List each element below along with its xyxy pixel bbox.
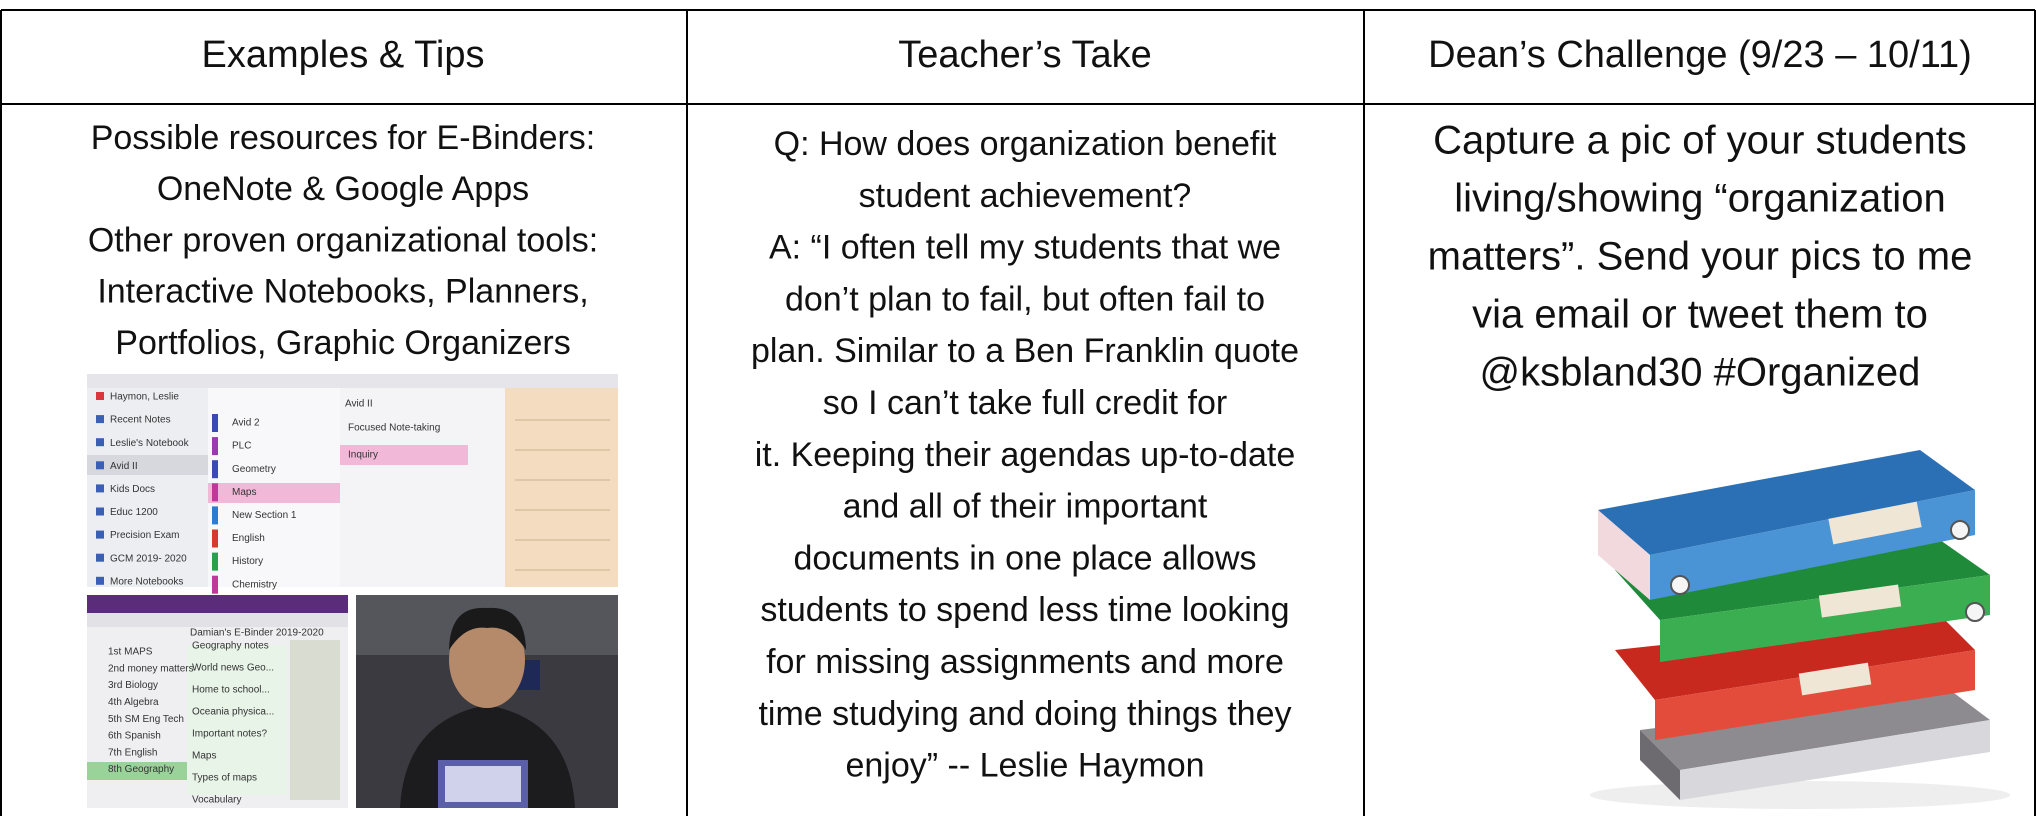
notebook-title: Avid II	[345, 399, 373, 410]
body-line: students to spend less time looking	[760, 591, 1289, 629]
page-item: Maps	[192, 751, 216, 762]
body-line: living/showing “organization	[1454, 177, 1945, 221]
body-line: and all of their important	[843, 488, 1208, 526]
body-line: Q: How does organization benefit	[774, 125, 1277, 163]
section-tab	[212, 575, 218, 594]
page-item: Focused Note-taking	[348, 423, 440, 434]
body-line: so I can’t take full credit for	[823, 384, 1227, 422]
onenote-screenshot	[87, 374, 618, 587]
body-line: Interactive Notebooks, Planners,	[97, 273, 588, 311]
section-item: 8th Geography	[108, 764, 174, 775]
body-line: student achievement?	[859, 177, 1192, 215]
section-item: Avid 2	[232, 418, 260, 429]
section-tab	[212, 483, 218, 502]
page-item: Important notes?	[192, 729, 267, 740]
notebook-item: Leslie's Notebook	[110, 438, 190, 449]
notebook-item: Avid II	[110, 461, 138, 472]
section-tab	[212, 414, 218, 432]
section-tab	[212, 460, 218, 479]
section-item: Maps	[232, 487, 256, 498]
student-photo	[356, 595, 618, 808]
notebook-icon	[96, 415, 104, 424]
notebook-item: More Notebooks	[110, 576, 183, 587]
section-item: 5th SM Eng Tech	[108, 714, 184, 725]
notebook-item: Kids Docs	[110, 484, 155, 495]
binder-stack-illustration	[1590, 450, 2010, 809]
body-line: @ksbland30 #Organized	[1480, 351, 1921, 395]
column-header: Teacher’s Take	[898, 34, 1152, 76]
section-item: 6th Spanish	[108, 731, 161, 742]
section-item: Chemistry	[232, 579, 277, 590]
notebook-icon	[96, 553, 104, 562]
section-item: 2nd money matters	[108, 663, 194, 674]
body-line: plan. Similar to a Ben Franklin quote	[751, 332, 1299, 370]
section-item: History	[232, 556, 263, 567]
page-item: World news Geo...	[192, 663, 274, 674]
notebook-icon	[96, 392, 104, 400]
body-line: time studying and doing things they	[758, 695, 1291, 733]
body-line: don’t plan to fail, but often fail to	[785, 280, 1265, 318]
notebook-item: GCM 2019- 2020	[110, 553, 187, 564]
page-item: Inquiry	[348, 450, 378, 461]
notebook-icon	[96, 438, 104, 447]
column-header: Examples & Tips	[202, 34, 485, 76]
section-item: 1st MAPS	[108, 647, 153, 658]
notebook-icon	[96, 530, 104, 539]
section-item: PLC	[232, 441, 251, 452]
page-item: Oceania physica...	[192, 707, 274, 718]
notebook-icon	[96, 507, 104, 516]
body-line: documents in one place allows	[793, 539, 1256, 577]
notebook-icon	[96, 461, 104, 470]
section-item: 4th Algebra	[108, 697, 159, 708]
column-header: Dean’s Challenge (9/23 – 10/11)	[1428, 34, 1972, 76]
body-line: Portfolios, Graphic Organizers	[115, 324, 570, 362]
body-line: it. Keeping their agendas up-to-date	[755, 436, 1296, 474]
page-item: Types of maps	[192, 773, 257, 784]
page-item: Vocabulary	[192, 795, 241, 806]
body-line: for missing assignments and more	[766, 643, 1284, 681]
section-item: New Section 1	[232, 510, 297, 521]
notebook-icon	[96, 576, 104, 585]
body-line: matters”. Send your pics to me	[1428, 235, 1973, 279]
section-item: Geometry	[232, 464, 276, 475]
section-tab	[212, 552, 218, 571]
page-item: Home to school...	[192, 685, 270, 696]
notebook-icon	[96, 484, 104, 493]
body-line: via email or tweet them to	[1472, 293, 1928, 337]
notebook-item: Recent Notes	[110, 415, 171, 426]
body-line: Other proven organizational tools:	[88, 221, 598, 259]
body-line: Possible resources for E-Binders:	[91, 119, 596, 157]
section-item: 3rd Biology	[108, 680, 158, 691]
notebook-item: Precision Exam	[110, 530, 179, 541]
notebook-title: Damian's E-Binder 2019-2020	[190, 628, 324, 639]
section-item: English	[232, 533, 265, 544]
ebinder-screenshot	[87, 595, 348, 808]
section-tab	[212, 506, 218, 525]
section-tab	[212, 529, 218, 548]
body-line: Capture a pic of your students	[1433, 119, 1967, 163]
page-item: Geography notes	[192, 641, 269, 652]
notebook-item: Haymon, Leslie	[110, 392, 179, 403]
notebook-item: Educ 1200	[110, 507, 158, 518]
section-tab	[212, 437, 218, 456]
body-line: A: “I often tell my students that we	[769, 229, 1281, 267]
table-grid	[0, 9, 2036, 816]
body-line: enjoy” -- Leslie Haymon	[845, 747, 1204, 785]
body-line: OneNote & Google Apps	[157, 170, 529, 208]
section-item: 7th English	[108, 747, 157, 758]
